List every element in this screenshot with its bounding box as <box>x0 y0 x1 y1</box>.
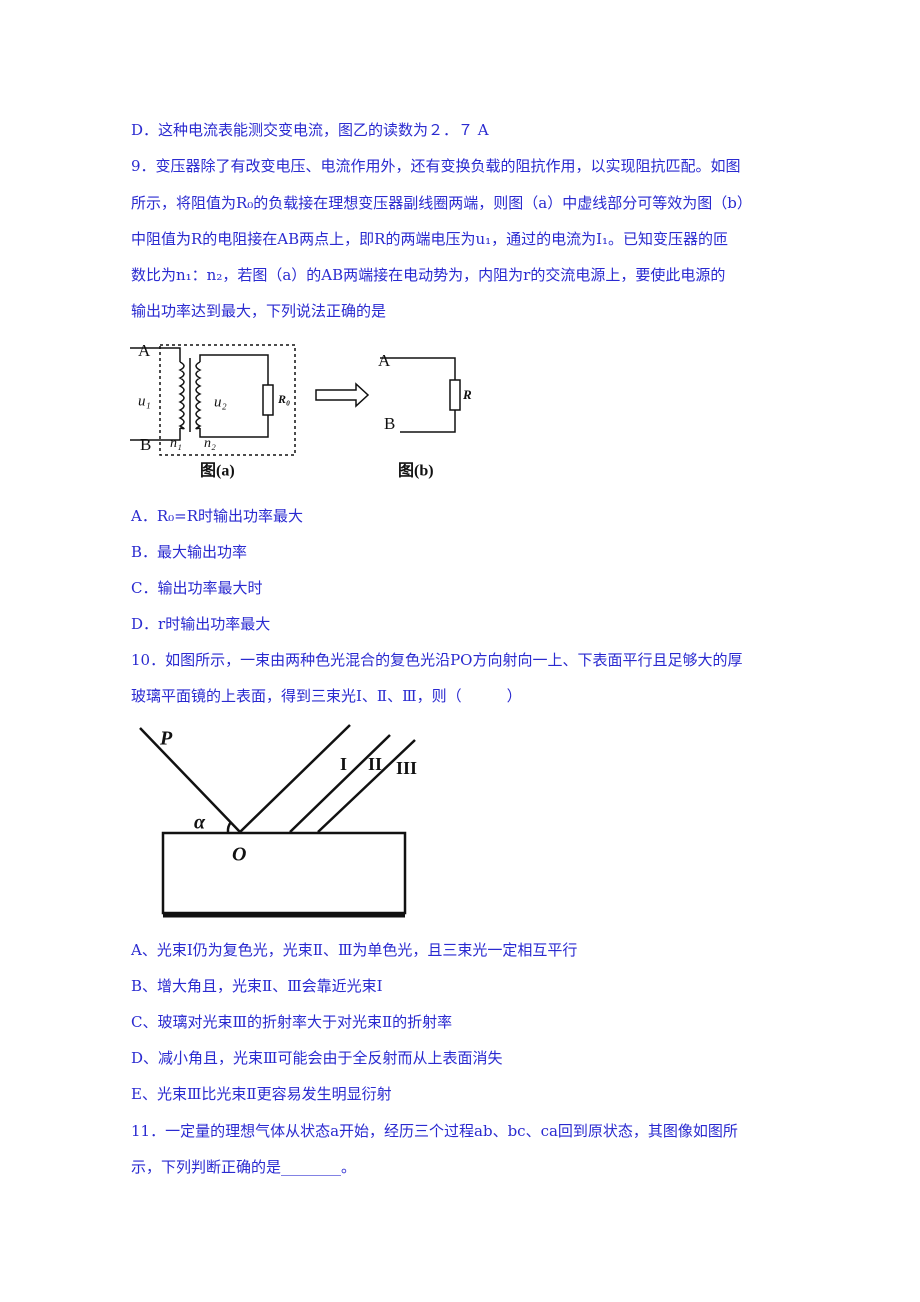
text-line: C、玻璃对光束Ⅲ的折射率大于对光束Ⅱ的折射率 <box>131 1013 453 1031</box>
text-line: D、减小角且，光束Ⅲ可能会由于全反射而从上表面消失 <box>131 1049 503 1067</box>
text-line: D．r时输出功率最大 <box>131 615 271 633</box>
figure-a <box>130 344 461 456</box>
text-line: D．这种电流表能测交变电流，图乙的读数为２．７ A <box>131 121 489 139</box>
primary-coil <box>178 361 185 430</box>
text-line: A、光束Ⅰ仍为复色光，光束Ⅱ、Ⅲ为单色光，且三束光一定相互平行 <box>131 941 578 959</box>
secondary-coil <box>195 361 202 430</box>
text-line: 10．如图所示，一束由两种色光混合的复色光沿PO方向射向一上、下表面平行且足够大… <box>131 651 743 669</box>
text-line: 11．一定量的理想气体从状态a开始，经历三个过程ab、bc、ca回到原状态，其图… <box>131 1122 738 1140</box>
wire-b <box>380 357 456 433</box>
label: O <box>232 844 246 866</box>
label: III <box>396 758 417 778</box>
text-line: A．R₀=R时输出功率最大 <box>131 507 304 525</box>
text-line: 玻璃平面镜的上表面，得到三束光Ⅰ、Ⅱ、Ⅲ，则（ ） <box>131 687 522 705</box>
label: B <box>140 435 151 454</box>
secondary-wire <box>199 354 269 438</box>
angle-arc <box>226 821 233 833</box>
dashed-box <box>159 344 296 456</box>
label: α <box>194 812 206 834</box>
text-line: 数比为n₁：n₂，若图（a）的AB两端接在电动势为，内阻为r的交流电源上，要使此… <box>131 266 726 284</box>
label: n₁ <box>170 436 182 451</box>
glass <box>161 831 407 915</box>
ray-p <box>139 727 241 833</box>
label: R <box>462 387 472 402</box>
text-line: 中阻值为R的电阻接在AB两点上，即R的两端电压为u₁，通过的电流为I₁。已知变压… <box>131 230 729 248</box>
ray-2 <box>289 734 391 833</box>
caption: 图(b) <box>398 462 434 480</box>
label: P <box>159 728 173 750</box>
ray-3 <box>317 739 416 833</box>
label: A <box>138 341 151 360</box>
text-line: 输出功率达到最大，下列说法正确的是 <box>131 302 387 320</box>
figure-10 <box>139 724 416 918</box>
label: II <box>368 754 382 774</box>
label: n₂ <box>204 436 216 451</box>
label: I <box>340 754 347 774</box>
text-line: 9．变压器除了有改变电压、电流作用外，还有变换负载的阻抗作用，以实现阻抗匹配。如… <box>131 157 741 175</box>
text-line: 所示，将阻值为R₀的负载接在理想变压器副线圈两端，则图（a）中虚线部分可等效为图… <box>131 194 752 212</box>
text-line: C．输出功率最大时 <box>131 579 263 597</box>
primary-wire <box>130 347 181 441</box>
arrow <box>315 382 370 408</box>
label: u₂ <box>214 394 227 410</box>
text-line: E、光束Ⅲ比光束Ⅱ更容易发生明显衍射 <box>131 1085 392 1103</box>
resistor-b <box>449 379 461 411</box>
text-line: B、增大角且，光束Ⅱ、Ⅲ会靠近光束Ⅰ <box>131 977 383 995</box>
caption: 图(a) <box>200 462 235 480</box>
text-line: B．最大输出功率 <box>131 543 248 561</box>
text-line: 示，下列判断正确的是________。 <box>131 1158 357 1176</box>
ray-1 <box>239 724 351 833</box>
label: B <box>384 414 395 433</box>
label: A <box>378 351 391 370</box>
resistor <box>262 384 274 416</box>
label: R₀ <box>277 392 290 406</box>
label: u₁ <box>138 393 151 409</box>
